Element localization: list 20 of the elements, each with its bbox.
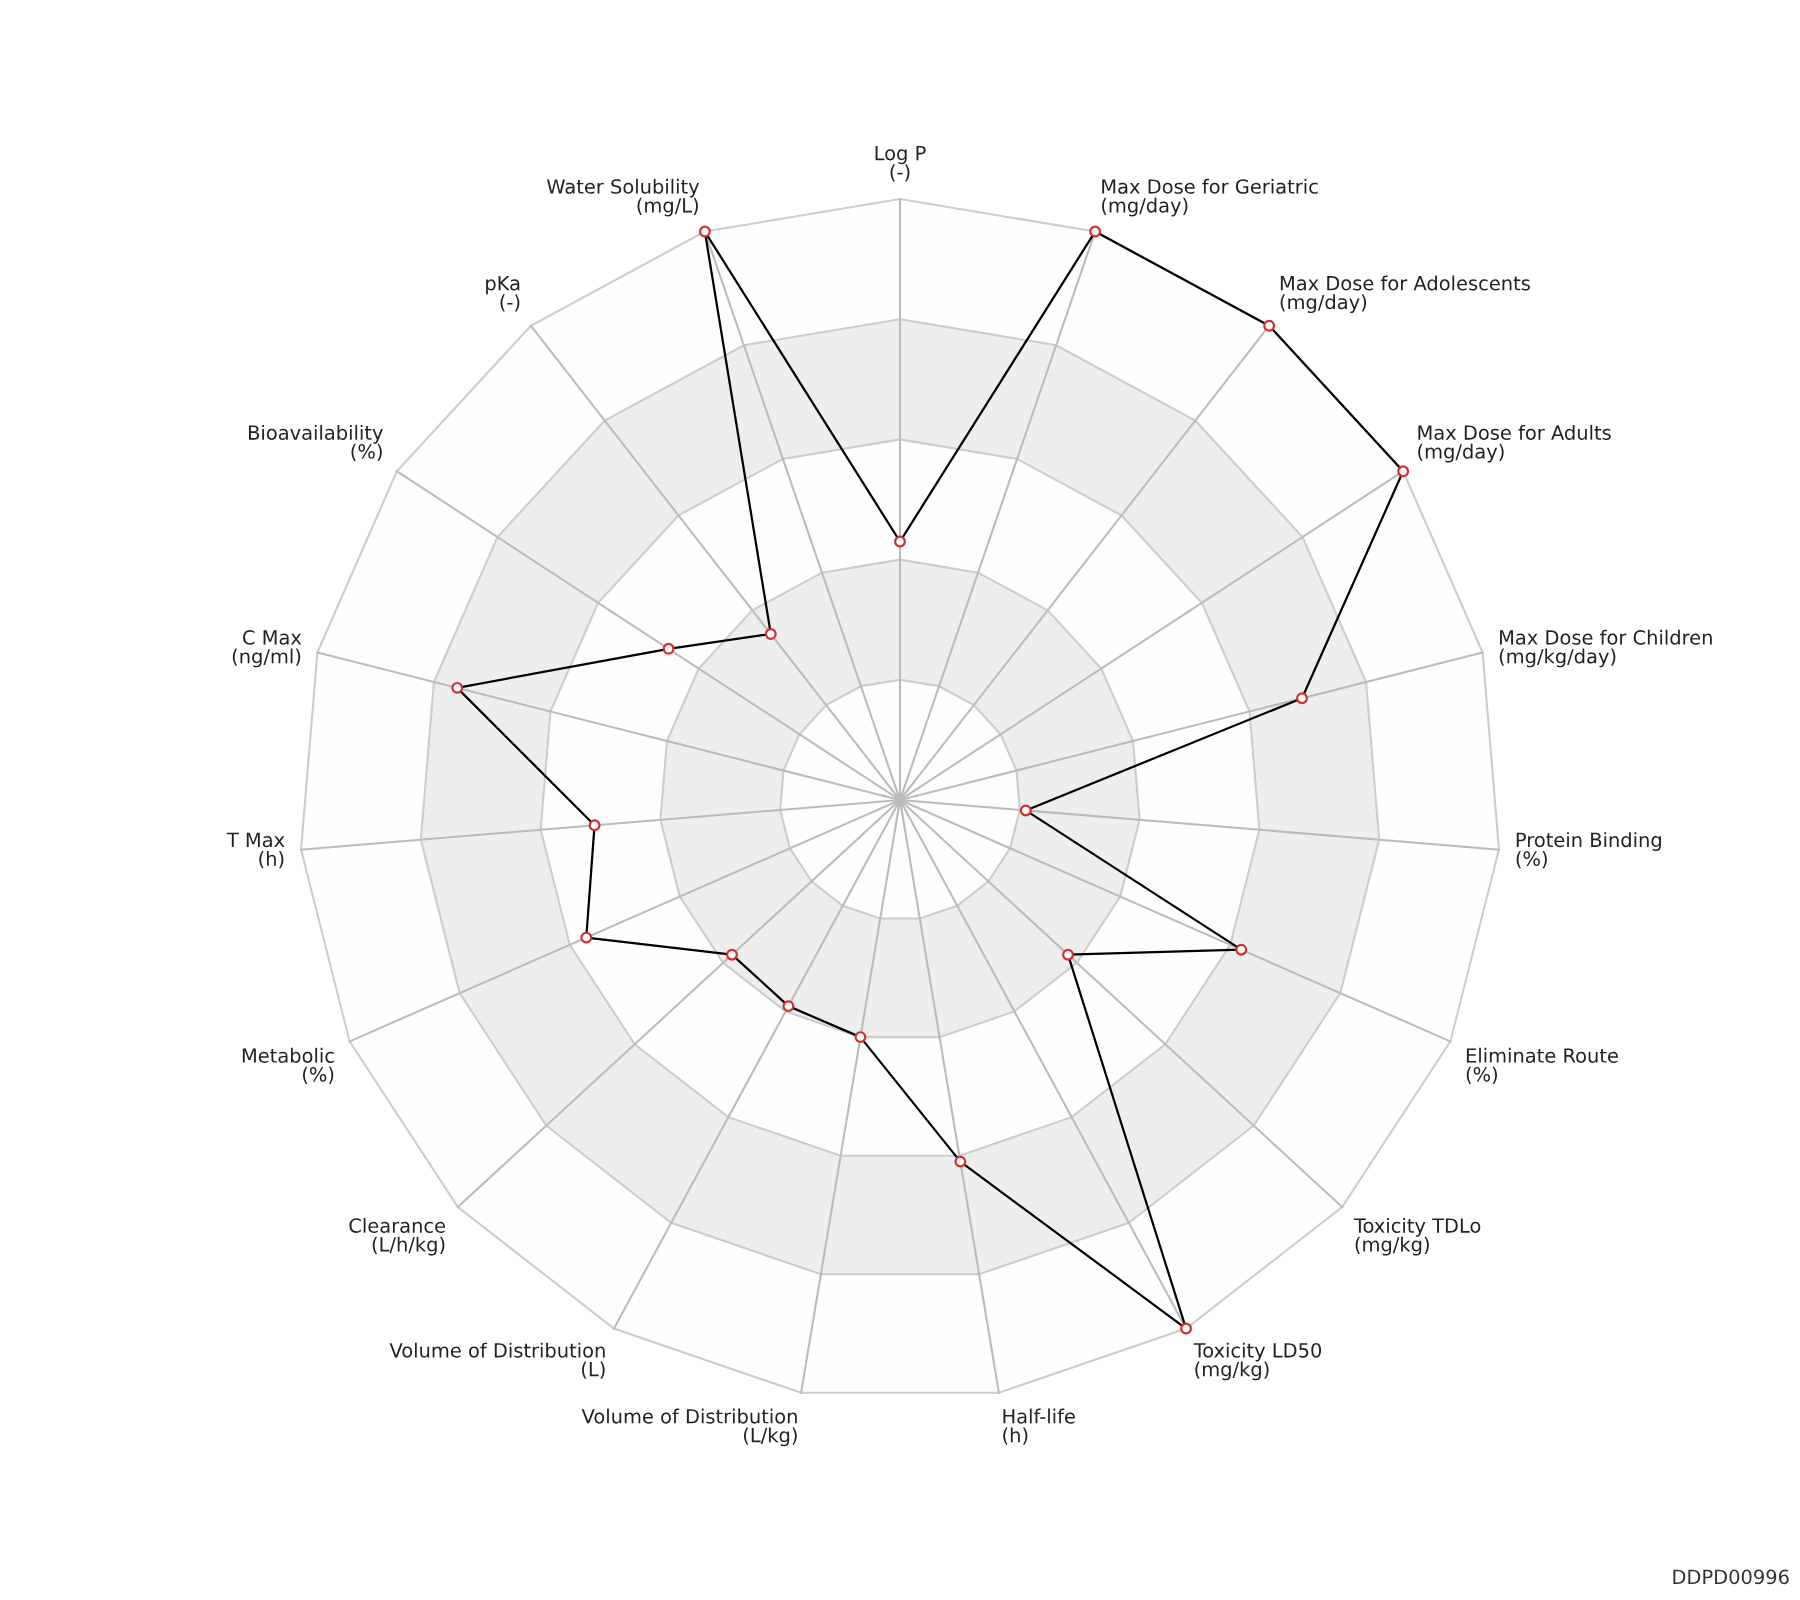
spoke-label: Max Dose for Adolescents (mg/day) [1280,275,1530,314]
spoke-label: Bioavailability (%) [248,424,383,462]
spoke-label: Volume of Distribution (L/kg) [581,1408,797,1447]
spoke-label: Max Dose for Geriatric (mg/day) [1102,178,1318,217]
spoke-label: C Max (ng/ml) [232,630,302,668]
text: DDPD00996 [1673,1569,1789,1585]
spoke-label: Log P (-) [875,145,926,182]
spoke-label: Water Solubility (mg/L) [547,178,700,217]
spoke-label: Toxicity LD50 (mg/kg) [1193,1342,1322,1381]
spoke-label: Clearance (L/h/kg) [349,1217,446,1256]
spoke-label: Max Dose for Adults (mg/day) [1418,424,1611,463]
spoke-label: Protein Binding (%) [1516,832,1661,869]
spoke-label: Eliminate Route (%) [1466,1047,1618,1084]
spoke-label: Max Dose for Children (mg/kg/day) [1499,629,1712,668]
spoke-label: Half-life (h) [1003,1408,1075,1445]
spoke-label: Toxicity TDLo (mg/kg) [1353,1217,1481,1256]
spoke-label: Volume of Distribution (L) [389,1342,605,1379]
spoke-label: Metabolic (%) [242,1047,334,1084]
spoke-label: T Max (h) [226,832,285,869]
spoke-label: pKa (-) [486,276,520,312]
